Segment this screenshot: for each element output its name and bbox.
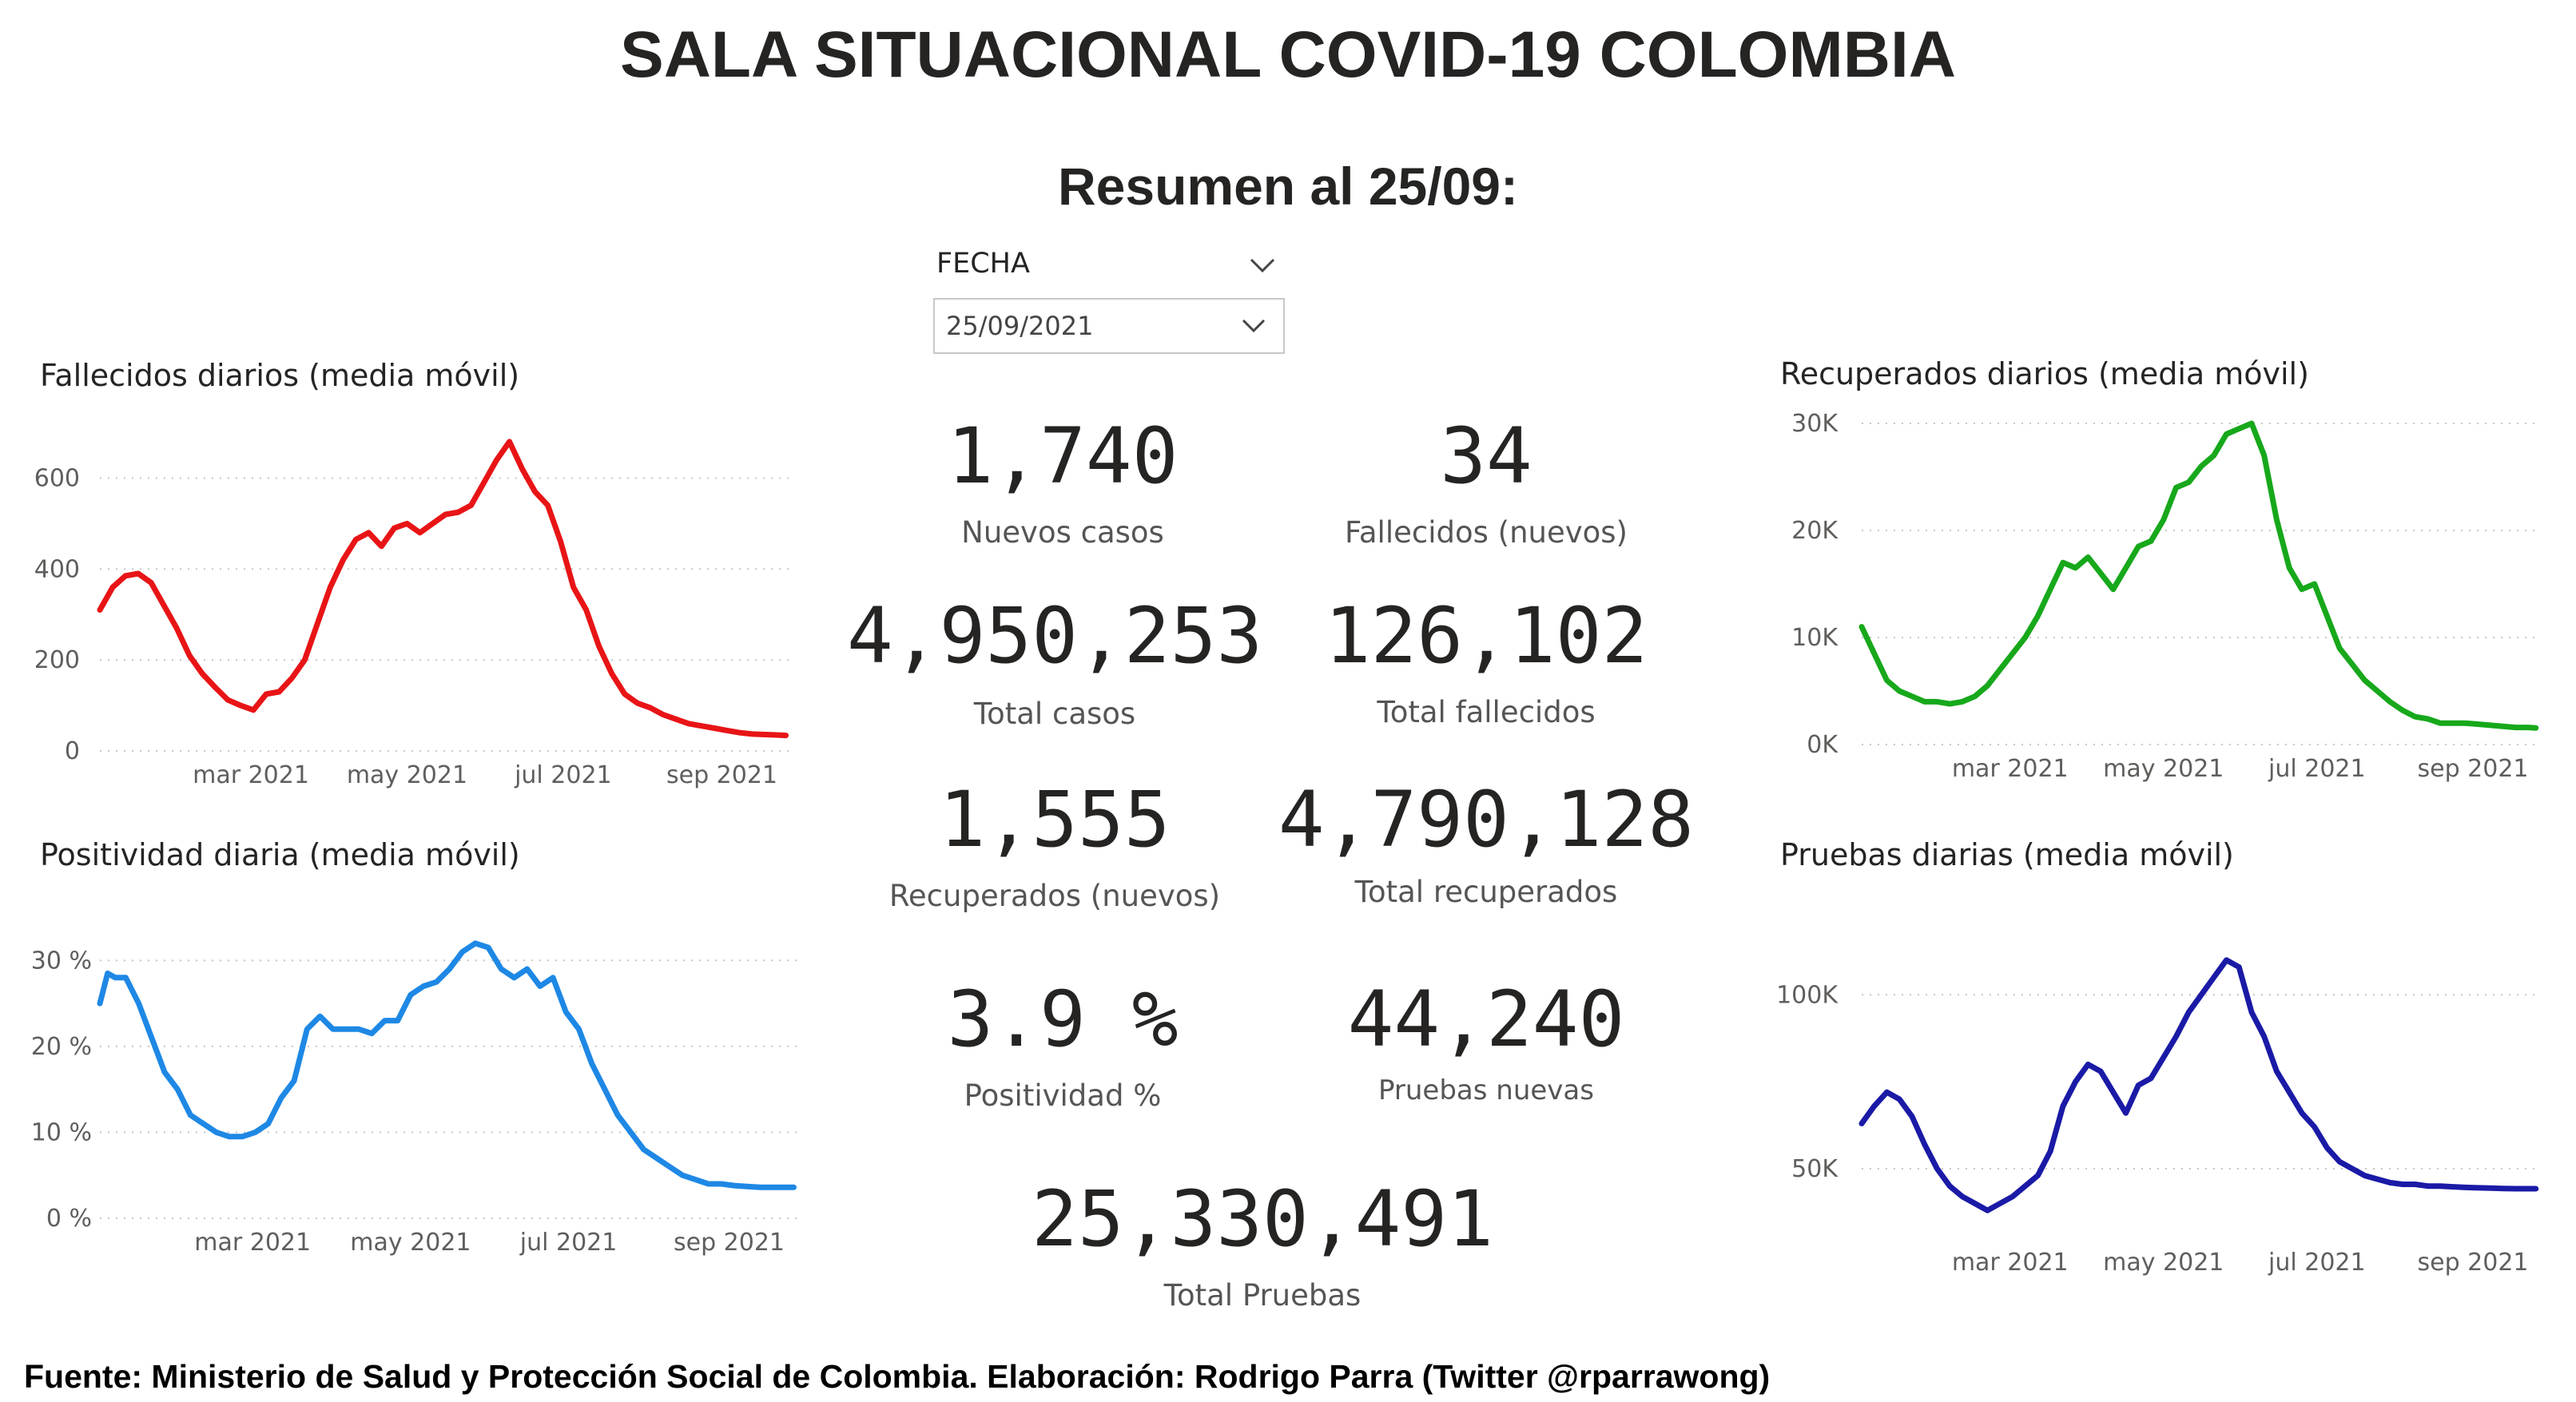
chevron-down-icon[interactable] <box>1245 248 1280 283</box>
pruebas-line-chart: 50K 100K mar 2021 may 2021 jul 2021 sep 2021 <box>1776 957 2541 1277</box>
x-tick-label: may 2021 <box>347 761 467 789</box>
recuperados-line-chart: 0K 10K 20K 30K mar 2021 may 2021 jul 2021 sep 2… <box>1791 410 2541 783</box>
date-slicer-dropdown[interactable]: 25/09/2021 <box>933 298 1285 354</box>
kpi-total-fallecidos-value: 126,102 <box>1324 591 1648 681</box>
kpi-nuevos-casos-value: 1,740 <box>947 411 1179 501</box>
x-tick-label: sep 2021 <box>674 1229 785 1257</box>
x-tick-label: may 2021 <box>350 1229 471 1257</box>
kpi-total-pruebas-label: Total Pruebas <box>1163 1278 1362 1313</box>
kpi-total-recuperados-value: 4,790,128 <box>1278 775 1695 864</box>
x-tick-label: sep 2021 <box>2417 755 2528 783</box>
fallecidos-line-chart: 0 200 400 600 mar 2021 may 2021 jul 2021 sep 20… <box>34 439 791 789</box>
y-tick-label: 100K <box>1776 981 1839 1009</box>
y-tick-label: 30K <box>1791 410 1839 438</box>
x-tick-label: may 2021 <box>2103 1249 2224 1277</box>
chart-title-recuperados: Recuperados diarios (media móvil) <box>1780 356 2309 391</box>
kpi-total-pruebas-value: 25,330,491 <box>1032 1174 1493 1264</box>
kpi-total-casos-label: Total casos <box>973 697 1136 731</box>
y-tick-label: 20 % <box>31 1033 92 1061</box>
kpi-fallecidos-nuevos-label: Fallecidos (nuevos) <box>1344 515 1628 550</box>
kpi-total-fallecidos-label: Total fallecidos <box>1377 695 1596 729</box>
x-tick-label: mar 2021 <box>194 1229 311 1257</box>
x-tick-label: mar 2021 <box>193 761 309 789</box>
x-tick-label: sep 2021 <box>666 761 777 789</box>
chart-title-fallecidos: Fallecidos diarios (media móvil) <box>40 358 520 393</box>
chevron-down-icon <box>1242 319 1266 333</box>
series-line-recuperados <box>1858 420 2539 731</box>
y-tick-label: 0 <box>65 737 80 765</box>
x-tick-label: jul 2021 <box>514 761 612 789</box>
y-tick-label: 600 <box>34 464 80 492</box>
x-tick-label: jul 2021 <box>2268 1249 2366 1277</box>
positividad-line-chart: 0 % 10 % 20 % 30 % mar 2021 may 2021 jul 2021 s… <box>31 940 799 1257</box>
y-tick-label: 0 % <box>46 1205 92 1233</box>
x-tick-label: jul 2021 <box>2268 755 2366 783</box>
kpi-positividad-label: Positividad % <box>964 1078 1162 1113</box>
x-tick-label: mar 2021 <box>1952 1249 2069 1277</box>
series-line-positividad <box>97 940 797 1190</box>
kpi-positividad-value: 3.9 % <box>947 975 1179 1064</box>
y-tick-label: 10K <box>1791 624 1839 652</box>
kpi-recuperados-nuevos-label: Recuperados (nuevos) <box>888 879 1221 913</box>
kpi-total-recuperados-label: Total recuperados <box>1354 875 1618 909</box>
kpi-fallecidos-nuevos-value: 34 <box>1440 411 1532 501</box>
kpi-recuperados-nuevos-value: 1,555 <box>939 775 1171 864</box>
y-tick-label: 50K <box>1791 1155 1839 1183</box>
chart-title-positividad: Positividad diaria (media móvil) <box>40 837 520 872</box>
y-tick-label: 10 % <box>31 1118 92 1146</box>
source-footer: Fuente: Ministerio de Salud y Protección… <box>24 1358 1771 1395</box>
kpi-total-casos-value: 4,950,253 <box>847 591 1263 681</box>
kpi-nuevos-casos-label: Nuevos casos <box>961 515 1164 550</box>
x-tick-label: mar 2021 <box>1952 755 2069 783</box>
x-tick-label: sep 2021 <box>2417 1249 2528 1277</box>
slicer-label: FECHA <box>936 248 1030 280</box>
chart-title-pruebas: Pruebas diarias (media móvil) <box>1780 837 2234 872</box>
summary-subtitle: Resumen al 25/09: <box>1058 157 1518 216</box>
kpi-pruebas-nuevas-label: Pruebas nuevas <box>1378 1074 1594 1106</box>
date-slicer-value: 25/09/2021 <box>946 311 1094 341</box>
kpi-pruebas-nuevas-value: 44,240 <box>1347 975 1625 1064</box>
dashboard-title: SALA SITUACIONAL COVID-19 COLOMBIA <box>620 18 1956 91</box>
x-tick-label: may 2021 <box>2103 755 2224 783</box>
y-tick-label: 30 % <box>31 947 92 975</box>
y-tick-label: 20K <box>1791 517 1839 545</box>
y-tick-label: 400 <box>34 555 80 583</box>
series-line-pruebas <box>1858 957 2539 1213</box>
y-tick-label: 200 <box>34 646 80 674</box>
series-line-fallecidos <box>97 439 789 739</box>
x-tick-label: jul 2021 <box>519 1229 618 1257</box>
y-tick-label: 0K <box>1807 731 1839 759</box>
